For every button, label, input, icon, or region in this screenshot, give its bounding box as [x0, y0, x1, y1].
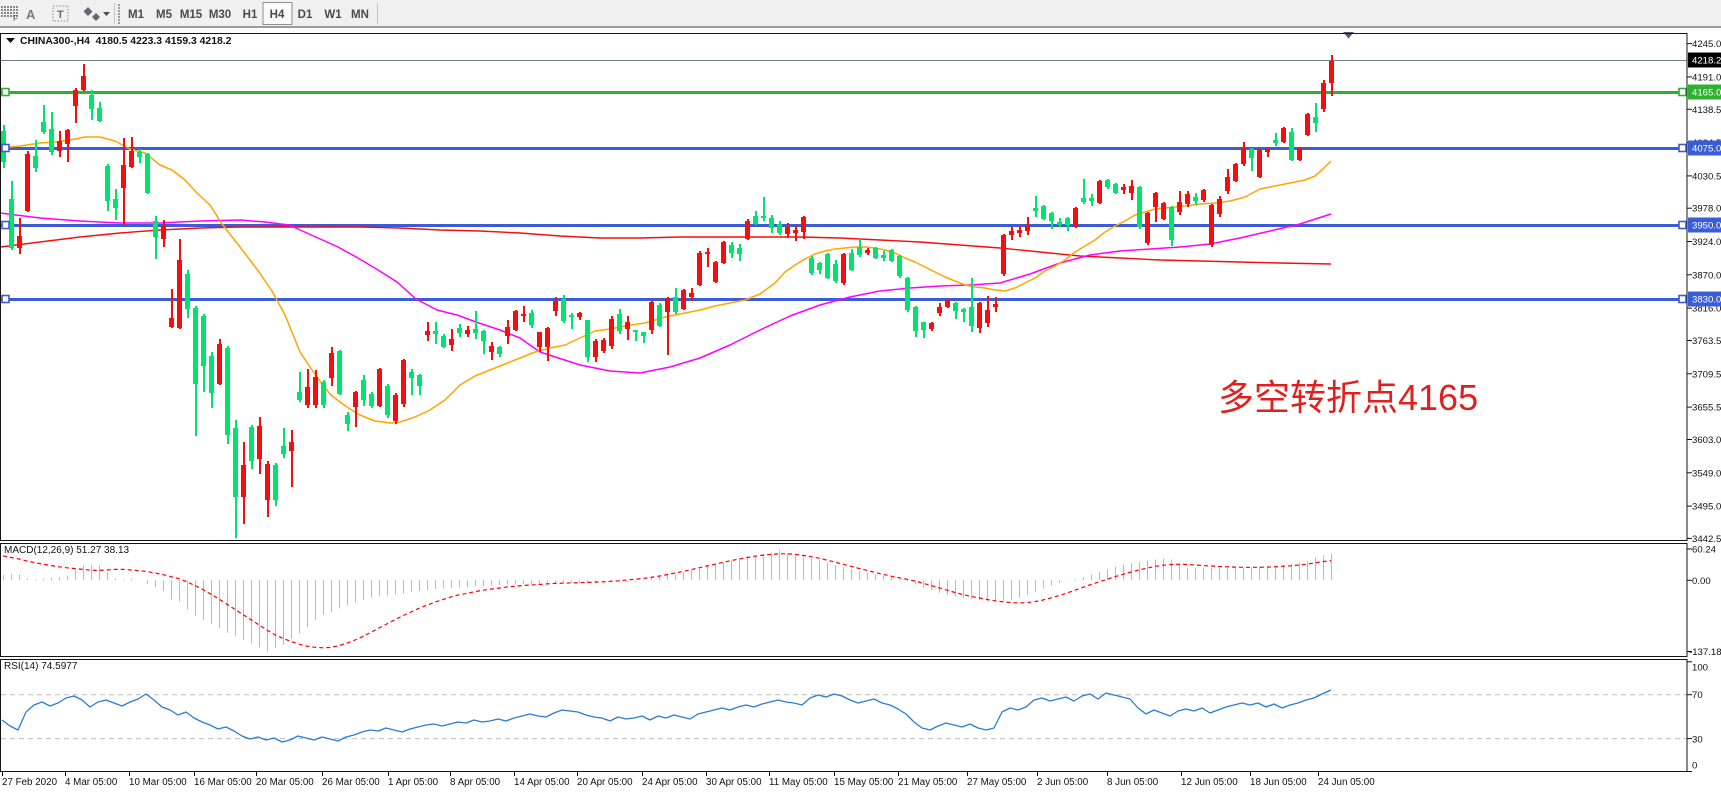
svg-text:27 May 05:00: 27 May 05:00	[967, 777, 1027, 788]
svg-text:21 May 05:00: 21 May 05:00	[898, 777, 958, 788]
svg-text:W1: W1	[324, 9, 342, 21]
svg-text:15 May 05:00: 15 May 05:00	[834, 777, 894, 788]
svg-text:3495.0: 3495.0	[1692, 502, 1721, 513]
svg-text:3924.0: 3924.0	[1692, 237, 1721, 248]
svg-text:M1: M1	[128, 9, 145, 21]
svg-text:8 Jun 05:00: 8 Jun 05:00	[1107, 777, 1159, 788]
svg-text:0: 0	[1692, 761, 1697, 772]
svg-text:4030.5: 4030.5	[1692, 171, 1721, 182]
svg-text:M15: M15	[180, 9, 203, 21]
svg-text:4191.0: 4191.0	[1692, 72, 1721, 83]
svg-text:H4: H4	[270, 9, 285, 21]
svg-text:3830.0: 3830.0	[1692, 295, 1721, 306]
svg-text:11 May 05:00: 11 May 05:00	[769, 777, 828, 788]
svg-text:26 Mar 05:00: 26 Mar 05:00	[322, 777, 380, 788]
svg-text:100: 100	[1692, 663, 1708, 674]
svg-text:3978.0: 3978.0	[1692, 204, 1721, 215]
svg-text:70: 70	[1692, 690, 1703, 701]
svg-text:CHINA300-,H4 4180.5 4223.3 41: CHINA300-,H4 4180.5 4223.3 4159.3 4218.2	[20, 36, 232, 47]
svg-text:RSI(14) 74.5977: RSI(14) 74.5977	[4, 661, 78, 672]
svg-text:多空转折点4165: 多空转折点4165	[1218, 377, 1478, 418]
svg-text:10 Mar 05:00: 10 Mar 05:00	[129, 777, 187, 788]
svg-text:3950.0: 3950.0	[1692, 221, 1721, 232]
svg-text:-137.18: -137.18	[1689, 647, 1721, 658]
svg-text:MACD(12,26,9) 51.27 38.13: MACD(12,26,9) 51.27 38.13	[4, 545, 130, 556]
svg-text:0.00: 0.00	[1692, 576, 1711, 587]
svg-text:20 Mar 05:00: 20 Mar 05:00	[256, 777, 314, 788]
svg-text:18 Jun 05:00: 18 Jun 05:00	[1250, 777, 1307, 788]
svg-text:3603.0: 3603.0	[1692, 435, 1721, 446]
svg-text:24 Jun 05:00: 24 Jun 05:00	[1318, 777, 1375, 788]
svg-text:3870.0: 3870.0	[1692, 270, 1721, 281]
svg-text:4075.0: 4075.0	[1692, 144, 1721, 155]
svg-text:4245.0: 4245.0	[1692, 39, 1721, 50]
svg-text:12 Jun 05:00: 12 Jun 05:00	[1181, 777, 1238, 788]
svg-text:H1: H1	[243, 9, 258, 21]
svg-text:30 Apr 05:00: 30 Apr 05:00	[706, 777, 762, 788]
svg-text:3655.5: 3655.5	[1692, 403, 1721, 414]
svg-text:T: T	[57, 9, 64, 21]
svg-text:F: F	[13, 14, 18, 23]
svg-text:60.24: 60.24	[1692, 545, 1717, 556]
svg-text:20 Apr 05:00: 20 Apr 05:00	[577, 777, 633, 788]
svg-text:3816.0: 3816.0	[1692, 304, 1721, 315]
svg-text:1 Apr 05:00: 1 Apr 05:00	[388, 777, 439, 788]
svg-text:M30: M30	[209, 9, 231, 21]
svg-text:M5: M5	[156, 9, 173, 21]
svg-text:8 Apr 05:00: 8 Apr 05:00	[450, 777, 501, 788]
svg-text:4138.5: 4138.5	[1692, 105, 1721, 116]
svg-text:4218.2: 4218.2	[1692, 56, 1721, 67]
svg-text:24 Apr 05:00: 24 Apr 05:00	[642, 777, 698, 788]
svg-text:16 Mar 05:00: 16 Mar 05:00	[194, 777, 252, 788]
svg-text:3709.5: 3709.5	[1692, 369, 1721, 380]
svg-text:14 Apr 05:00: 14 Apr 05:00	[514, 777, 570, 788]
svg-text:2 Jun 05:00: 2 Jun 05:00	[1037, 777, 1089, 788]
svg-text:30: 30	[1692, 735, 1703, 746]
svg-text:27 Feb 2020: 27 Feb 2020	[2, 777, 58, 788]
svg-text:4 Mar 05:00: 4 Mar 05:00	[65, 777, 118, 788]
svg-text:3549.0: 3549.0	[1692, 468, 1721, 479]
svg-text:3763.5: 3763.5	[1692, 336, 1721, 347]
svg-text:MN: MN	[351, 9, 369, 21]
svg-text:A: A	[26, 7, 36, 22]
svg-text:D1: D1	[298, 9, 313, 21]
svg-text:4165.0: 4165.0	[1692, 88, 1721, 99]
svg-text:3442.5: 3442.5	[1692, 534, 1721, 545]
